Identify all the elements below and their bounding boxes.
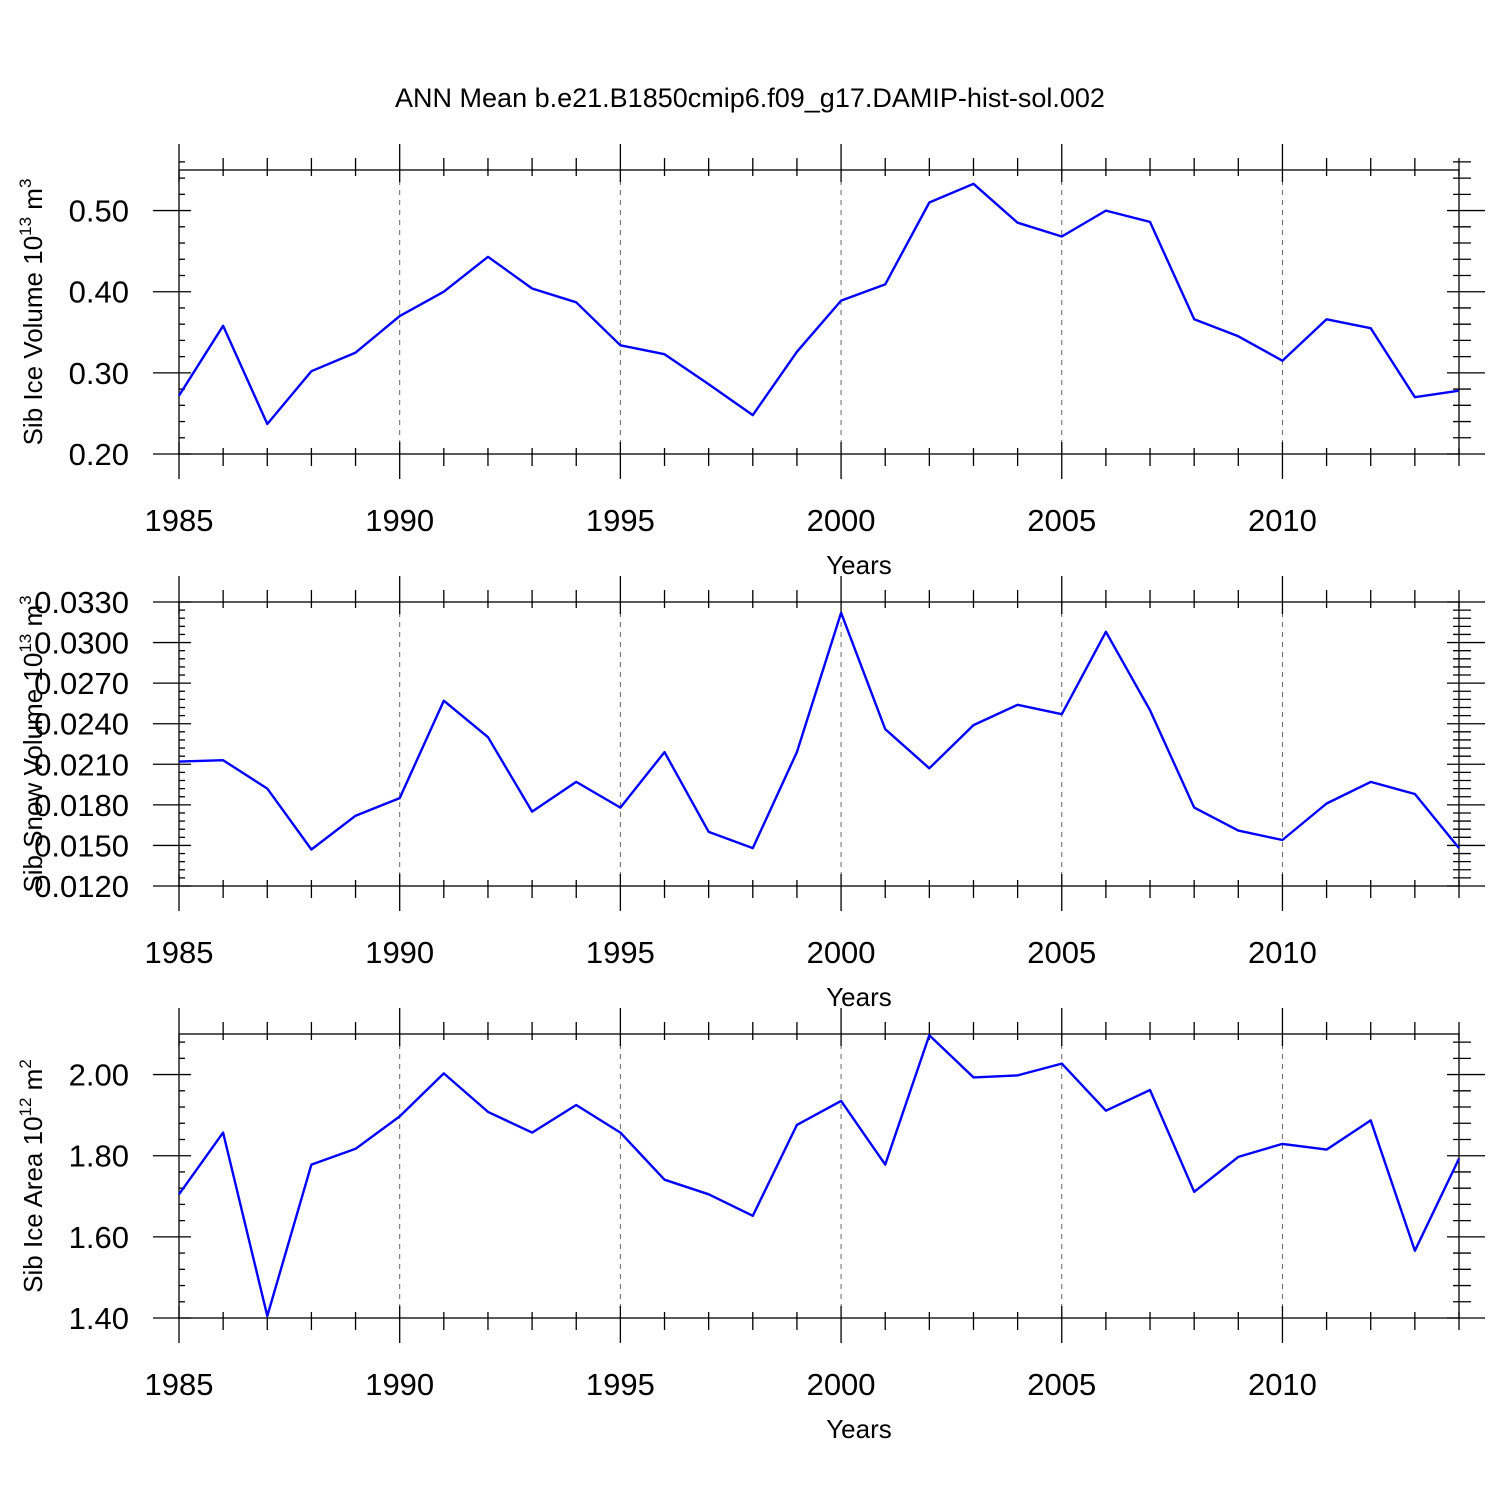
- plot-frame: [178, 601, 1460, 887]
- series-line: [177, 182, 1460, 426]
- x-tick-label: 1985: [145, 503, 214, 538]
- y-axis-label: Sib Ice Volume 1013 m3: [16, 179, 48, 446]
- y-tick-label: 0.0300: [34, 626, 129, 661]
- x-tick-label: 1985: [145, 1367, 214, 1402]
- y-tick-label: 0.0180: [34, 788, 129, 823]
- x-tick-label: 1995: [586, 1367, 655, 1402]
- series-line: [178, 611, 1460, 851]
- y-tick-label: 0.0240: [34, 707, 129, 742]
- panel-sib-ice-volume: 1985 1990 1995 2000 2005 2010 0.20 0.30 0.40 0.50…: [16, 144, 1485, 580]
- y-tick-label: 1.40: [69, 1301, 129, 1336]
- x-tick-label: 2010: [1248, 503, 1317, 538]
- x-tick-label: 1995: [586, 935, 655, 970]
- x-tick-label: 2000: [807, 1367, 876, 1402]
- x-tick-label: 1985: [145, 935, 214, 970]
- y-tick-label: 0.0330: [34, 585, 129, 620]
- x-tick-label: 2000: [807, 503, 876, 538]
- chart-title: ANN Mean b.e21.B1850cmip6.f09_g17.DAMIP-…: [395, 83, 1105, 113]
- y-tick-label: 1.80: [69, 1139, 129, 1174]
- panel-sib-snow-volume: 1985 1990 1995 2000 2005 2010 0.0120 0.0150 0.01…: [16, 576, 1485, 1012]
- y-axis-label: Sib Snow Volume 1013 m3: [16, 595, 48, 892]
- x-axis-label: Years: [826, 982, 892, 1012]
- y-tick-label: 0.0210: [34, 747, 129, 782]
- y-tick-label: 0.30: [69, 356, 129, 391]
- y-tick-label: 1.60: [69, 1220, 129, 1255]
- plot-frame: [178, 1033, 1460, 1319]
- series-line: [178, 1033, 1461, 1318]
- x-axis-label: Years: [826, 1414, 892, 1444]
- x-tick-label: 2005: [1027, 1367, 1096, 1402]
- x-tick-label: 2010: [1248, 1367, 1317, 1402]
- plot-frame: [178, 169, 1460, 455]
- y-axis-label: Sib Ice Area 1012 m2: [16, 1059, 48, 1293]
- x-tick-label: 1990: [365, 935, 434, 970]
- x-tick-label: 2005: [1027, 935, 1096, 970]
- x-tick-label: 1995: [586, 503, 655, 538]
- y-tick-label: 0.0150: [34, 828, 129, 863]
- x-tick-label: 2005: [1027, 503, 1096, 538]
- x-axis-label: Years: [826, 550, 892, 580]
- panel-sib-ice-area: 1985 1990 1995 2000 2005 2010 1.40 1.60 1.80 2.00…: [16, 1008, 1485, 1444]
- y-tick-label: 0.0120: [34, 869, 129, 904]
- x-tick-label: 2000: [807, 935, 876, 970]
- x-tick-label: 1990: [365, 503, 434, 538]
- y-tick-label: 0.0270: [34, 666, 129, 701]
- y-tick-label: 0.40: [69, 275, 129, 310]
- y-tick-label: 2.00: [69, 1058, 129, 1093]
- x-tick-label: 2010: [1248, 935, 1317, 970]
- y-tick-label: 0.20: [69, 437, 129, 472]
- x-tick-label: 1990: [365, 1367, 434, 1402]
- y-tick-label: 0.50: [69, 194, 129, 229]
